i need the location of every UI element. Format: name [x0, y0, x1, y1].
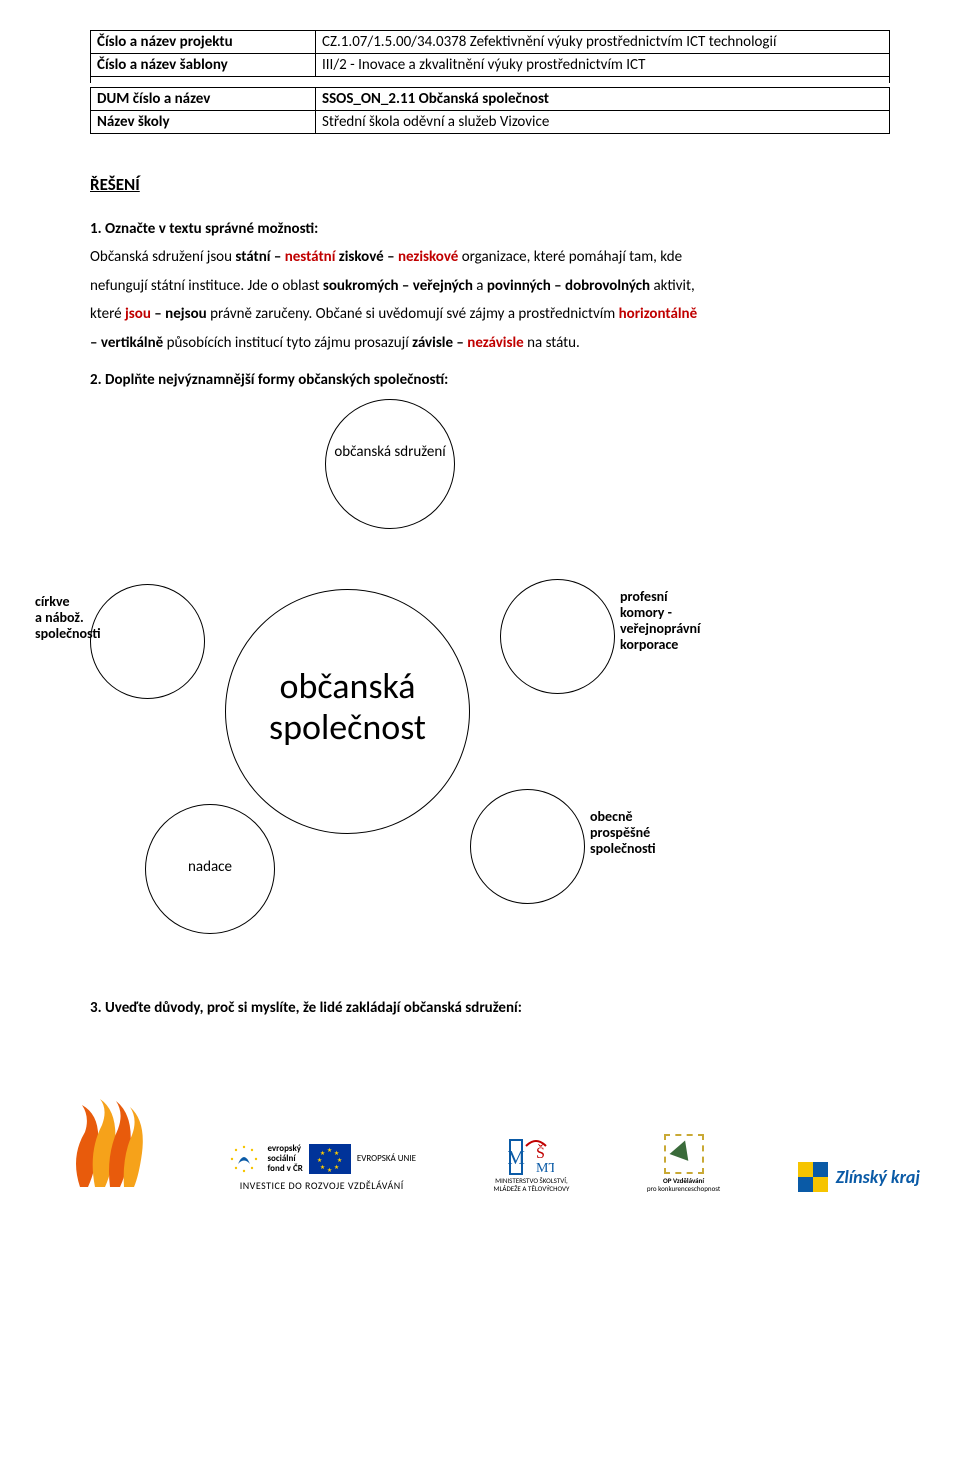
text-red: horizontálně: [619, 305, 698, 323]
text-bold: ziskové –: [335, 248, 398, 266]
text-bold: státní –: [235, 248, 284, 266]
svg-text:MT: MT: [536, 1161, 554, 1176]
investice-text: INVESTICE DO ROZVOJE VZDĚLÁVÁNÍ: [240, 1179, 404, 1192]
label-bottom-left: nadace: [150, 859, 270, 876]
meta-label: Číslo a název šablony: [91, 54, 316, 77]
text: nefungují státní instituce. Jde o oblast: [90, 277, 323, 295]
circle-bottom-right: [470, 789, 585, 904]
esf-star-icon: [227, 1142, 261, 1176]
esf-eu-logo: evropský sociální fond v ČR ★ ★ ★ ★ ★ ★ …: [227, 1142, 416, 1192]
msmt-icon: M Š MT: [508, 1138, 554, 1177]
meta-label: DUM číslo a název: [91, 87, 316, 110]
eu-text: EVROPSKÁ UNIE: [357, 1154, 416, 1164]
meta-label: Název školy: [91, 110, 316, 133]
text: na státu.: [524, 334, 580, 352]
solution-heading: ŘEŠENÍ: [90, 174, 890, 195]
label-left: církvea nábož.společnosti: [35, 594, 101, 642]
text-red: jsou: [125, 305, 151, 323]
meta-value: SSOS_ON_2.11 Občanská společnost: [316, 87, 890, 110]
label-right: profesníkomory -veřejnoprávníkorporace: [620, 589, 701, 653]
label-center: občanská společnost: [238, 666, 458, 749]
svg-text:M: M: [508, 1147, 525, 1169]
esf-text: evropský sociální fond v ČR: [267, 1144, 302, 1174]
diagram: občanská společnost občanská sdružení cí…: [90, 399, 890, 959]
text: MLÁDEŽE A TĚLOVÝCHOVY: [493, 1185, 569, 1192]
text-bold: závisle –: [412, 334, 467, 352]
text-red: nestátní: [285, 248, 336, 266]
text-red: neziskové: [398, 248, 458, 266]
q2-title: 2. Doplňte nejvýznamnější formy občanský…: [90, 371, 890, 389]
circle-right: [500, 579, 615, 694]
text: a: [473, 277, 487, 295]
logo-flame-icon: [60, 1097, 150, 1192]
text: působících institucí tyto zájmu prosazuj…: [163, 334, 412, 352]
footer: evropský sociální fond v ČR ★ ★ ★ ★ ★ ★ …: [0, 1097, 960, 1217]
circle-top: [325, 399, 455, 529]
text-red: nezávisle: [467, 334, 523, 352]
label-bottom-right: obecněprospěšnéspolečnosti: [590, 809, 656, 857]
meta-table-2: DUM číslo a název SSOS_ON_2.11 Občanská …: [90, 87, 890, 134]
text: právně zaručeny. Občané si uvědomují své…: [207, 305, 619, 323]
eu-flag-icon: ★ ★ ★ ★ ★ ★ ★ ★: [309, 1144, 351, 1174]
meta-table-1: Číslo a název projektu CZ.1.07/1.5.00/34…: [90, 30, 890, 83]
meta-value: III/2 - Inovace a zkvalitnění výuky pros…: [316, 54, 890, 77]
label-top: občanská sdružení: [330, 444, 450, 461]
zlinsky-icon: [798, 1162, 828, 1192]
zlinsky-logo: Zlínský kraj: [798, 1162, 920, 1192]
q3-title: 3. Uveďte důvody, proč si myslíte, že li…: [90, 999, 890, 1017]
text-bold: – nejsou: [151, 305, 207, 323]
meta-label: Číslo a název projektu: [91, 31, 316, 54]
circle-left: [90, 584, 205, 699]
text-bold: povinných – dobrovolných: [487, 277, 650, 295]
svg-text:Š: Š: [536, 1143, 545, 1162]
question-1: 1. Označte v textu správné možnosti: Obč…: [90, 215, 890, 358]
zlinsky-text: Zlínský kraj: [836, 1166, 920, 1188]
meta-value: Střední škola oděvní a služeb Vizovice: [316, 110, 890, 133]
text-bold: – vertikálně: [90, 334, 163, 352]
text-bold: soukromých – veřejných: [323, 277, 473, 295]
q1-title: 1. Označte v textu správné možnosti:: [90, 215, 890, 244]
text: organizace, které pomáhají tam, kde: [458, 248, 682, 266]
text: fond v ČR: [267, 1164, 302, 1174]
text: aktivit,: [650, 277, 695, 295]
msmt-logo: M Š MT MINISTERSTVO ŠKOLSTVÍ, MLÁDEŽE A …: [493, 1138, 569, 1192]
opvk-icon: [664, 1134, 704, 1174]
meta-value: CZ.1.07/1.5.00/34.0378 Zefektivnění výuk…: [316, 31, 890, 54]
text: které: [90, 305, 125, 323]
text: pro konkurenceschopnost: [647, 1185, 720, 1192]
opvk-logo: OP Vzdělávání pro konkurenceschopnost: [647, 1134, 720, 1192]
q1-body: Občanská sdružení jsou státní – nestátní…: [90, 243, 890, 357]
text: Občanská sdružení jsou: [90, 248, 235, 266]
